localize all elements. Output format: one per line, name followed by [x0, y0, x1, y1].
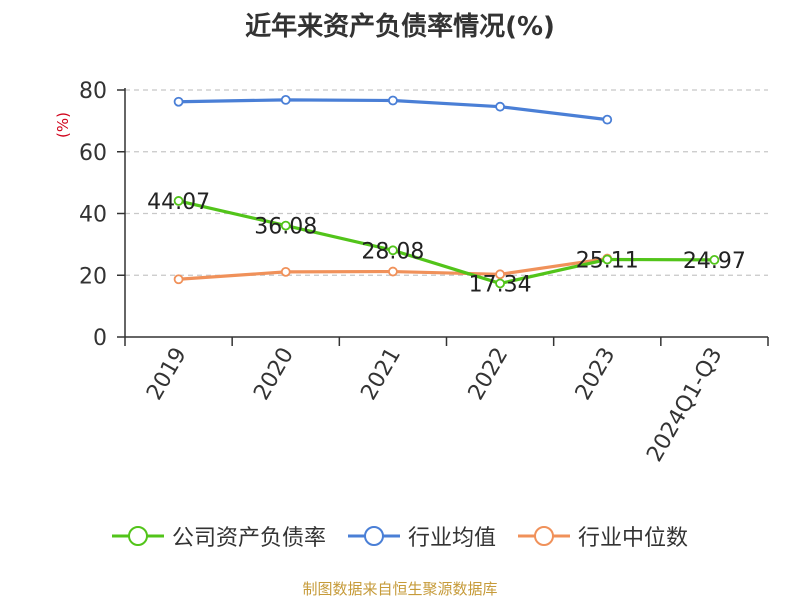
data-point	[388, 266, 398, 277]
y-tick-label: 60	[79, 141, 107, 166]
data-label: 44.07	[147, 190, 210, 215]
data-point	[173, 274, 184, 285]
data-point	[388, 95, 398, 106]
chart-title: 近年来资产负债率情况(%)	[245, 12, 555, 42]
legend-label: 公司资产负债率	[171, 526, 326, 551]
x-tick-label: 2024Q1-Q3	[642, 344, 727, 467]
data-point	[173, 196, 184, 206]
x-tick-label: 2021	[356, 344, 406, 405]
legend-item[interactable]: 公司资产负债率	[111, 520, 326, 552]
data-point	[173, 96, 184, 107]
series-line-0	[178, 199, 715, 286]
legend-item[interactable]: 行业均值	[347, 520, 496, 552]
data-point	[280, 94, 291, 105]
x-tick-label: 2020	[249, 344, 299, 405]
x-tick-label: 2022	[464, 344, 514, 405]
data-point	[495, 101, 505, 112]
data-label: 36.08	[254, 215, 317, 240]
data-point	[280, 266, 291, 277]
data-point	[495, 269, 505, 280]
legend-swatch	[347, 526, 400, 546]
legend-label: 行业中位数	[578, 526, 689, 551]
y-tick-label: 0	[93, 326, 107, 351]
data-point	[495, 278, 505, 289]
x-tick-label: 2023	[571, 344, 621, 405]
y-tick-label: 40	[79, 203, 107, 228]
data-label: 24.97	[683, 249, 746, 274]
y-tick-label: 20	[79, 264, 107, 289]
data-label: 17.34	[469, 272, 532, 297]
data-point	[280, 220, 291, 231]
data-point	[602, 114, 613, 125]
y-axis-label: (%)	[54, 112, 72, 138]
legend: 公司资产负债率 行业均值 行业中位数	[0, 518, 800, 554]
data-point	[602, 254, 613, 265]
data-point	[388, 245, 398, 256]
legend-label: 行业均值	[407, 526, 496, 551]
data-point	[709, 255, 720, 265]
y-tick-label: 80	[79, 79, 107, 104]
source-note: 制图数据来自恒生聚源数据库	[302, 580, 498, 598]
data-label: 28.08	[361, 239, 424, 264]
data-label: 25.11	[576, 248, 639, 273]
legend-swatch	[518, 526, 570, 546]
legend-item[interactable]: 行业中位数	[518, 520, 688, 552]
x-tick-label: 2019	[142, 344, 192, 405]
legend-swatch	[111, 526, 164, 546]
